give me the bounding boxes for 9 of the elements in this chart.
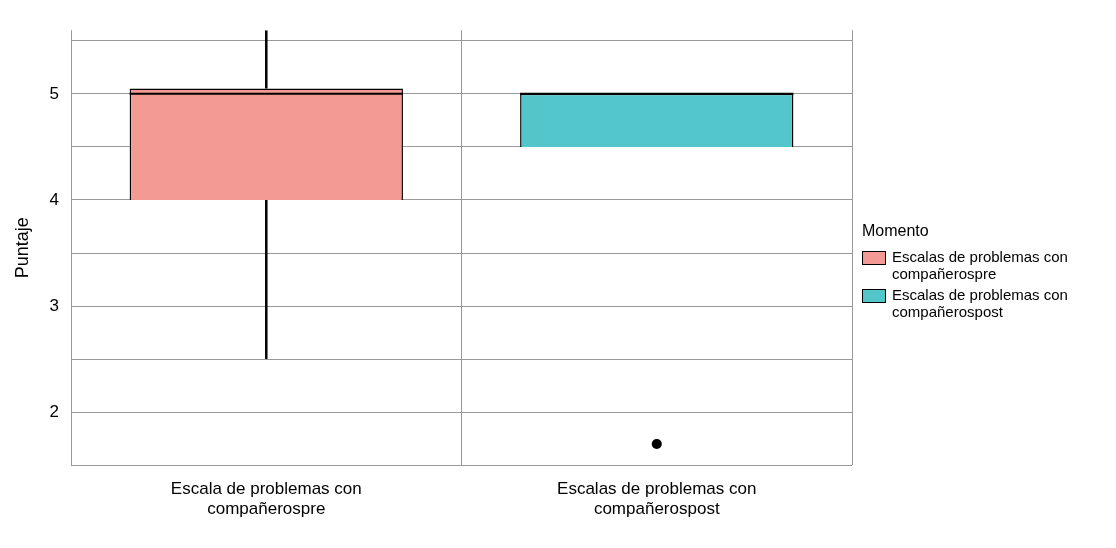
y-tick-label: 5 xyxy=(49,83,60,103)
y-tick-label: 2 xyxy=(49,401,60,421)
legend-label: Escalas de problemas con compañerospost xyxy=(892,286,1069,320)
y-axis-title: Puntaje xyxy=(11,217,32,279)
y-tick-label: 4 xyxy=(49,189,60,209)
legend-label: Escalas de problemas con compañerospre xyxy=(892,248,1069,282)
x-tick-label: Escala de problemas con compañerospre xyxy=(170,479,362,519)
legend-title: Momento xyxy=(862,222,930,240)
y-tick-label: 3 xyxy=(49,295,60,315)
